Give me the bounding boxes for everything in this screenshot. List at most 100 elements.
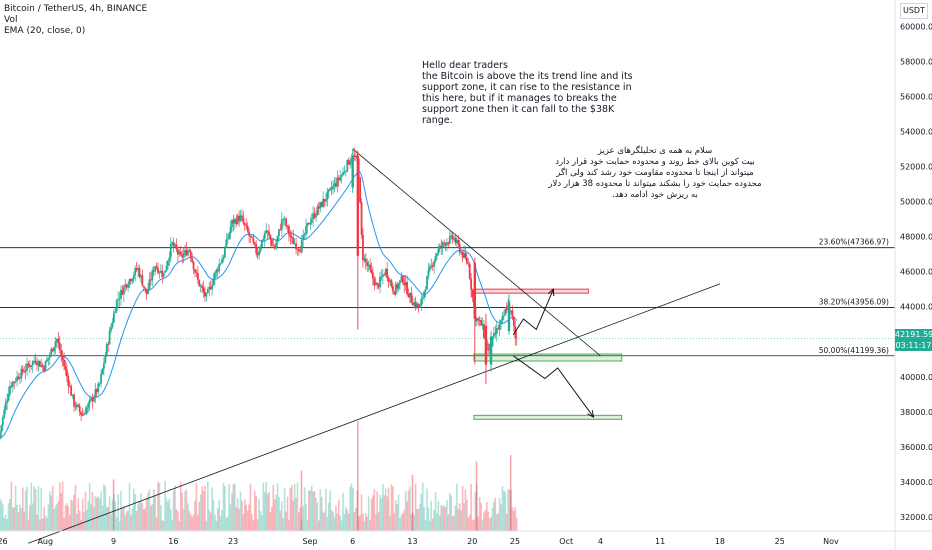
candle-body [288,226,290,235]
volume-bar [167,502,169,531]
candle-body [192,261,195,270]
candle-body [330,187,333,190]
candle-body [376,282,379,285]
volume-bar [505,513,508,531]
candle-body [58,343,61,351]
volume-bar [29,505,31,531]
volume-bar [70,499,72,531]
candle-body [47,357,50,360]
candle-body [226,238,229,240]
volume-bar [323,512,326,531]
candle-body [151,270,154,281]
y-tick-label: 56000.00 [900,92,932,101]
candle-body [74,406,77,408]
candle-body [397,283,400,289]
volume-bar [208,509,211,531]
volume-bar [424,519,427,531]
candle-body [317,206,320,209]
candle-body [502,315,505,317]
volume-bar [282,518,285,531]
volume-bar [216,508,219,531]
candle-body [414,302,417,308]
volume-bar [478,497,481,531]
volume-bar [293,483,296,531]
volume-bar [168,498,171,531]
x-tick-label: 18 [715,537,725,546]
volume-bar [258,499,260,531]
volume-bar [120,490,122,531]
symbol-label[interactable]: Bitcoin / TetherUS, 4h, BINANCE [4,4,148,14]
bullish-path [512,289,554,335]
support-zone [473,353,623,362]
candle-body [401,276,404,284]
volume-bar [330,510,333,531]
volume-bar [226,516,229,531]
y-tick-label: 50000.00 [900,198,932,207]
volume-bar [20,508,23,531]
candle-body [228,233,231,239]
volume-bar [205,520,208,531]
volume-bar [54,505,57,531]
candle-body [431,265,434,267]
volume-bar [177,511,179,531]
volume-bar [419,503,421,531]
currency-button[interactable]: USDT [900,3,928,19]
candle-body [63,359,65,367]
candle-body [421,297,424,299]
volume-bar [161,520,164,531]
volume-bar [460,510,462,531]
candle-body [396,284,399,289]
candle-body [327,189,330,192]
volume-bar [491,507,494,531]
candle-body [256,253,259,256]
volume-spike [475,461,478,531]
volume-bar [457,508,460,531]
candle-body [293,243,296,245]
volume-bar [43,506,45,531]
volume-spike [509,455,512,531]
candle-body [430,265,433,267]
candle-body [306,223,309,227]
volume-bar [162,520,165,531]
volume-bar [248,504,250,531]
volume-bar [356,490,359,531]
volume-bar [103,484,105,531]
candle-body [87,403,90,408]
candle-body [189,251,192,259]
candle-body [24,370,27,372]
candle-body [212,278,215,286]
candle-body [436,253,438,257]
volume-bar [135,510,138,531]
candle-body [369,264,371,270]
candle-body [413,302,416,306]
fib-level-label: 50.00%(41199.36) [819,346,889,355]
volume-bar [209,512,212,531]
candle-body [100,373,102,384]
candle-body [420,298,423,306]
y-tick-label: 54000.00 [900,127,932,136]
candle-body [40,365,43,367]
candle-body [7,394,10,401]
volume-indicator-label[interactable]: Vol [4,15,18,25]
candle-body [209,287,212,290]
candle-body [182,253,185,258]
candle-body [31,360,34,366]
candle-body [394,284,397,295]
candle-body [407,294,410,298]
candle-body [262,238,265,240]
candle-body [98,383,101,385]
ema-indicator-label[interactable]: EMA (20, close, 0) [4,26,86,36]
fib-level-label: 23.60%(47366.97) [819,238,889,247]
y-tick-label: 36000.00 [900,443,932,452]
volume-bar [192,514,195,531]
candle-body [181,254,184,258]
volume-bar [420,493,423,531]
volume-bar [64,505,67,531]
volume-bar [380,498,383,531]
x-tick-label: 6 [350,537,355,546]
candle-body [177,249,179,255]
volume-bar [313,491,316,531]
volume-bar [433,510,435,531]
x-tick-label: Oct [559,537,573,546]
